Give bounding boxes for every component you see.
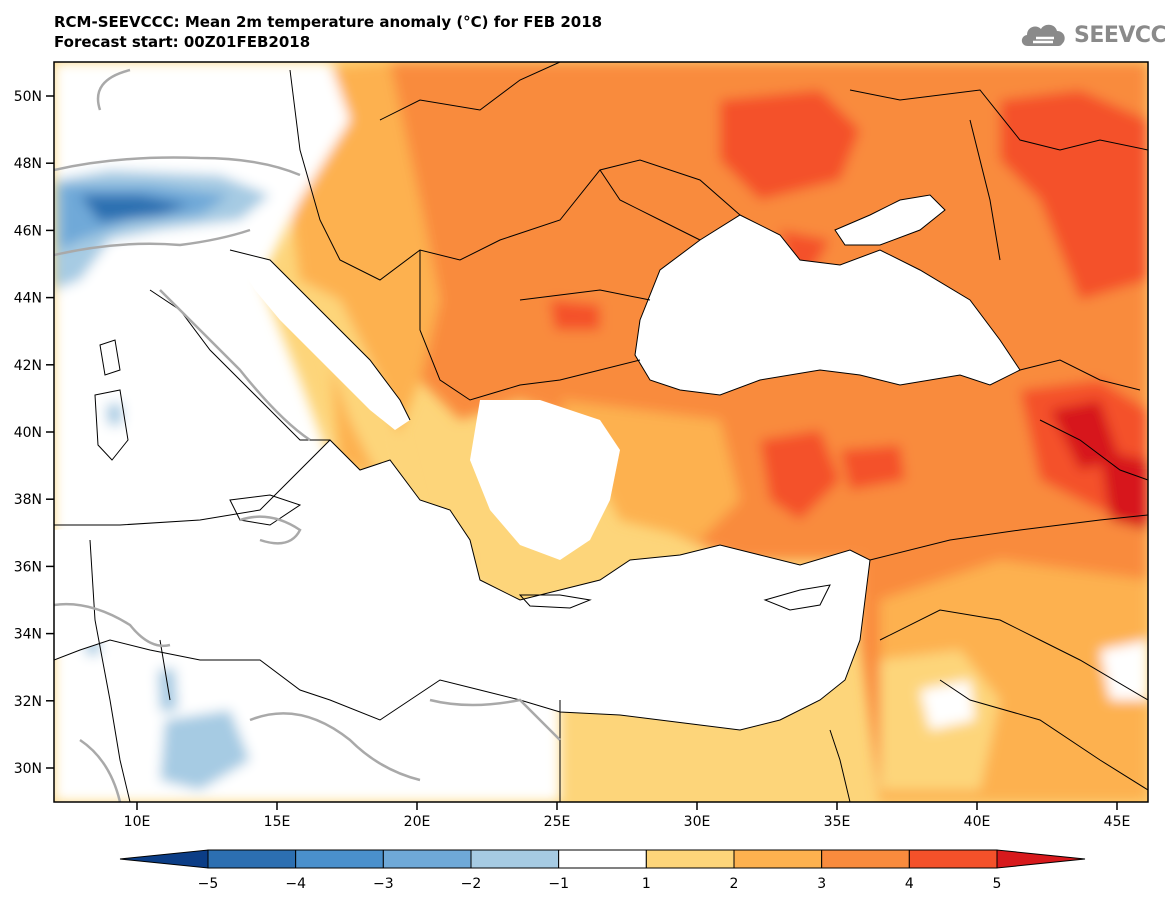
lat-label: 32N: [14, 694, 42, 710]
lat-label: 40N: [14, 425, 42, 441]
colorbar-high-extend: [996, 849, 1086, 869]
lat-label: 38N: [14, 492, 42, 508]
colorbar-low-extend: [119, 849, 209, 869]
zero-contours: [54, 68, 561, 802]
seevccc-logo: SEEVCCC: [1018, 20, 1165, 50]
lon-label: 35E: [824, 814, 851, 830]
lat-label: 36N: [14, 559, 42, 575]
forecast-start-label: Forecast start: 00Z01FEB2018: [54, 33, 311, 51]
colorbar-segment: [295, 849, 384, 869]
colorbar-segment: [733, 849, 823, 869]
title-block: RCM-SEEVCCC: Mean 2m temperature anomaly…: [54, 12, 602, 52]
lat-label: 44N: [14, 291, 42, 307]
logo-text: SEEVCCC: [1074, 22, 1165, 48]
lat-label: 50N: [14, 89, 42, 105]
borders: [54, 62, 1148, 802]
colorbar-label: 3: [817, 876, 826, 892]
colorbar-label: −3: [373, 876, 394, 892]
lon-label: 20E: [404, 814, 431, 830]
lat-label: 34N: [14, 627, 42, 643]
lon-label: 40E: [964, 814, 991, 830]
latitude-axis: 50N 48N 46N 44N 42N 40N 38N 36N 34N 32N 30N: [14, 89, 54, 777]
anomaly-shading: [54, 62, 1148, 802]
colorbar-label: 5: [993, 876, 1002, 892]
colorbar-segment: [382, 849, 472, 869]
colorbar-label: 1: [642, 876, 651, 892]
lat-label: 46N: [14, 223, 42, 239]
colorbar-label: −4: [285, 876, 306, 892]
colorbar-segment: [207, 849, 297, 869]
lon-label: 30E: [684, 814, 711, 830]
lon-label: 45E: [1104, 814, 1131, 830]
colorbar-label: −2: [461, 876, 482, 892]
colorbar-segment: [645, 849, 735, 869]
colorbar: −5 −4 −3 −2 −1 1 2 3 4 5: [119, 849, 1086, 892]
colorbar-segment: [470, 849, 560, 869]
colorbar-segment: [558, 849, 647, 869]
colorbar-label: 4: [905, 876, 914, 892]
lat-label: 30N: [14, 761, 42, 777]
lon-label: 15E: [264, 814, 291, 830]
colorbar-segment: [908, 849, 998, 869]
map-title: RCM-SEEVCCC: Mean 2m temperature anomaly…: [54, 13, 603, 31]
colorbar-segment: [821, 849, 910, 869]
colorbar-label: 2: [730, 876, 739, 892]
colorbar-label: −1: [548, 876, 569, 892]
longitude-axis: 10E 15E 20E 25E 30E 35E 40E 45E: [124, 802, 1131, 830]
colorbar-label: −5: [198, 876, 219, 892]
lat-label: 42N: [14, 358, 42, 374]
cloud-icon: [1021, 24, 1065, 46]
lon-label: 10E: [124, 814, 151, 830]
lon-label: 25E: [544, 814, 571, 830]
lat-label: 48N: [14, 156, 42, 172]
sea-areas: [54, 194, 1021, 730]
